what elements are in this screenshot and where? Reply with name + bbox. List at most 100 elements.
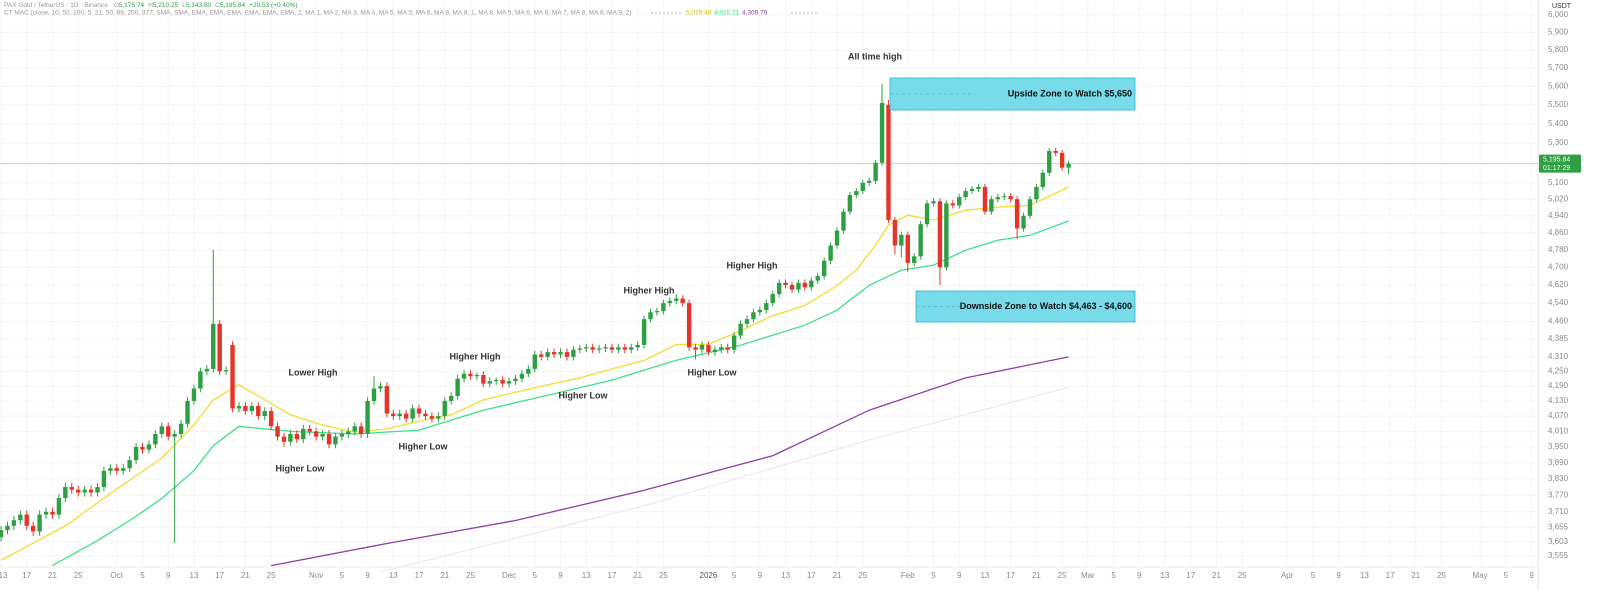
candle-body <box>204 368 210 372</box>
candle-body <box>815 276 820 281</box>
x-tick-label: 9 <box>758 571 763 580</box>
candle-body <box>776 282 782 295</box>
candle-body <box>674 298 679 301</box>
candle-body <box>969 188 975 192</box>
candle-body <box>18 514 23 521</box>
candle-body <box>860 182 865 192</box>
y-tick-label: 4,620 <box>1548 280 1569 289</box>
y-tick-label: 4,780 <box>1548 245 1569 254</box>
candle-body <box>429 416 435 419</box>
change: +20.53 (+0.40%) <box>249 2 297 9</box>
annotation: Lower High <box>289 367 338 377</box>
candle-body <box>558 352 563 355</box>
indicator-value: 4,309.79 <box>742 10 768 17</box>
candle-body <box>564 352 570 357</box>
candle-body <box>661 303 666 312</box>
candle-body <box>371 388 377 401</box>
candle-body <box>191 388 197 401</box>
ohlc-value: 5,210.25 <box>153 2 179 9</box>
x-tick-label: 21 <box>1032 571 1041 580</box>
candle-body <box>410 408 415 419</box>
candle-body <box>879 102 885 163</box>
y-tick-label: 5,700 <box>1548 63 1569 72</box>
candle-body <box>268 411 274 427</box>
indicator-dot <box>806 11 810 15</box>
candle-body <box>963 191 968 198</box>
x-tick-label: Mar <box>1081 571 1095 580</box>
candle-body <box>577 348 583 350</box>
x-tick-label: 13 <box>781 571 790 580</box>
indicator-dot <box>650 11 654 15</box>
candle-body <box>159 426 164 435</box>
y-tick-label: 3,890 <box>1548 458 1569 467</box>
x-tick-label: 21 <box>833 571 842 580</box>
annotation: Higher Low <box>688 367 738 377</box>
candle-body <box>924 203 930 225</box>
candle-body <box>262 411 267 417</box>
annotation: Higher High <box>450 351 501 361</box>
candle-body <box>783 282 788 286</box>
candle-body <box>519 373 525 379</box>
ohlc-key: H <box>148 2 153 9</box>
y-tick-label: 3,830 <box>1548 474 1569 483</box>
indicator-dot <box>666 11 670 15</box>
candle-body <box>140 447 145 450</box>
annotation: Higher High <box>624 285 675 295</box>
candle-body <box>403 413 409 419</box>
ma-line <box>270 356 1069 567</box>
x-tick-label: 5 <box>340 571 345 580</box>
candle-body <box>0 530 4 538</box>
y-tick-label: 3,603 <box>1548 537 1569 546</box>
candle-body <box>764 303 769 310</box>
candle-body <box>63 487 68 498</box>
candle-body <box>365 400 370 435</box>
x-tick-label: 9 <box>558 571 563 580</box>
candle-body <box>635 344 640 348</box>
indicator-header: CT MAC (close, 10, 50, 200, 5, 21, 50, 8… <box>4 10 631 17</box>
candle-body <box>944 203 949 268</box>
zone-label: Upside Zone to Watch $5,650 <box>1008 88 1132 98</box>
candle-body <box>596 348 602 350</box>
x-tick-label: 9 <box>957 571 962 580</box>
candle-body <box>313 431 319 437</box>
candle-body <box>912 256 917 263</box>
candle-body <box>243 405 248 412</box>
candle-body <box>751 312 756 320</box>
candle-body <box>442 400 447 417</box>
candle-body <box>481 374 486 384</box>
x-tick-label: 13 <box>1360 571 1369 580</box>
candle-body <box>146 444 152 450</box>
x-tick-label: 9 <box>1529 571 1534 580</box>
candle-body <box>738 323 743 336</box>
candle-body <box>866 180 872 183</box>
candle-body <box>905 234 910 263</box>
candle-body <box>989 199 994 212</box>
x-tick-label: 25 <box>466 571 475 580</box>
x-tick-label: Nov <box>309 571 323 580</box>
annotation: Higher Low <box>559 390 609 400</box>
candle-body <box>629 347 634 350</box>
price-tag-value: 5,195.84 <box>1543 156 1570 163</box>
symbol: PAX Gold / TetherUS · 1D · Binance <box>4 2 108 9</box>
zone-label: Downside Zone to Watch $4,463 - $4,600 <box>960 301 1132 311</box>
candle-body <box>892 220 898 246</box>
candle-body <box>886 104 891 221</box>
candle-body <box>950 203 955 206</box>
ohlc-value: 5,143.00 <box>186 2 212 9</box>
candle-body <box>288 434 293 442</box>
candle-body <box>1027 199 1033 216</box>
x-tick-label: 21 <box>48 571 57 580</box>
y-tick-label: 3,710 <box>1548 507 1569 516</box>
x-tick-label: 13 <box>389 571 398 580</box>
y-tick-label: 5,300 <box>1548 138 1569 147</box>
y-tick-label: 5,900 <box>1548 27 1569 36</box>
candle-body <box>1008 196 1013 200</box>
candle-body <box>686 303 692 348</box>
candle-body <box>397 413 402 417</box>
candle-body <box>957 197 962 206</box>
y-tick-label: 4,130 <box>1548 396 1569 405</box>
candle-body <box>500 379 505 384</box>
x-tick-label: 17 <box>215 571 224 580</box>
ma-line <box>380 386 1069 573</box>
